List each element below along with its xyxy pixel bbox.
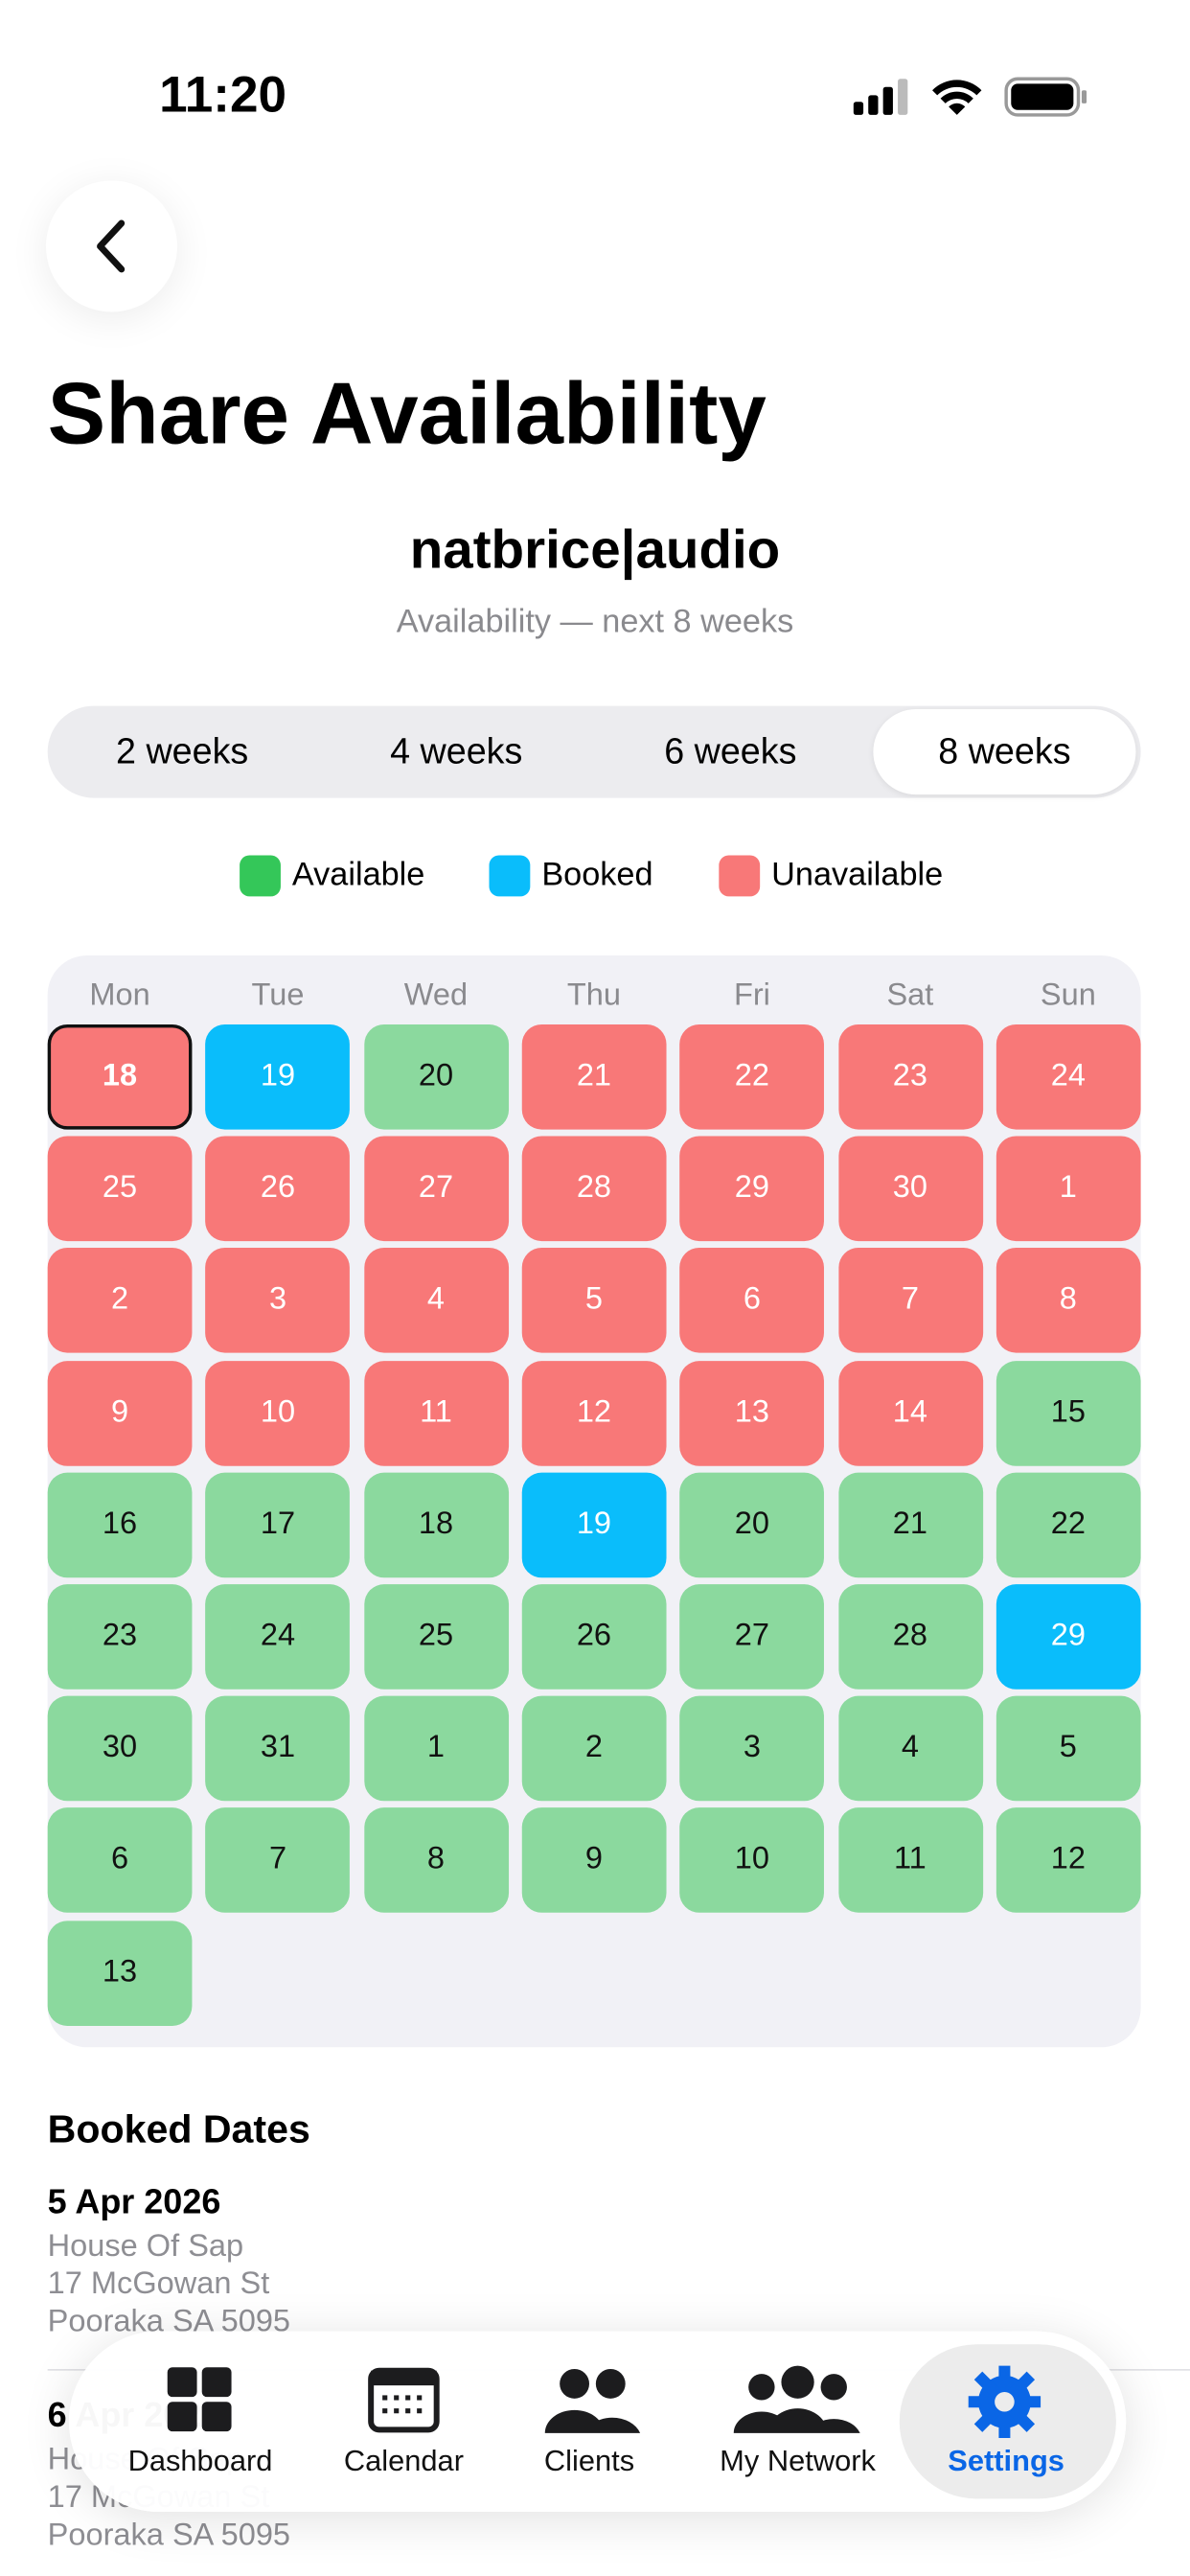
tab-icons (167, 2365, 1041, 2438)
weekday-label: Thu (566, 978, 622, 1013)
back-button[interactable] (45, 180, 178, 312)
tab-label[interactable]: Settings (948, 2444, 1064, 2478)
legend-label: Booked (541, 857, 653, 893)
day-cell[interactable]: 28 (521, 1136, 667, 1242)
booked-title: Booked Dates (47, 2107, 310, 2152)
weekday-label: Tue (251, 978, 305, 1013)
day-cell[interactable]: 28 (837, 1584, 983, 1690)
day-cell[interactable]: 19 (521, 1472, 667, 1577)
day-cell[interactable]: 2 (521, 1695, 667, 1802)
day-cell[interactable]: 3 (205, 1248, 351, 1354)
range-selector: 2 weeks 4 weeks 6 weeks 8 weeks (47, 705, 1141, 798)
day-cell[interactable]: 27 (363, 1136, 509, 1242)
booking-street: 17 McGowan St (47, 2266, 270, 2302)
day-cell[interactable]: 17 (205, 1472, 351, 1577)
day-cell[interactable]: 29 (995, 1584, 1141, 1690)
day-cell[interactable]: 19 (205, 1024, 351, 1130)
day-cell[interactable]: 8 (363, 1807, 509, 1914)
booking-date: 5 Apr 2026 (47, 2183, 221, 2221)
day-cell[interactable]: 23 (47, 1584, 193, 1690)
day-cell[interactable]: 7 (837, 1248, 983, 1354)
day-cell[interactable]: 13 (679, 1360, 825, 1466)
day-cell[interactable]: 22 (995, 1472, 1141, 1577)
legend-label: Available (291, 857, 425, 893)
calendar: Mon Tue Wed Thu Fri Sat Sun 18 19 20 21 22 23 24 25 26 2… (47, 955, 1141, 2048)
status-icons (853, 77, 1087, 117)
day-cell[interactable]: 20 (679, 1472, 825, 1577)
day-cell[interactable]: 15 (995, 1360, 1141, 1466)
day-cell[interactable]: 10 (205, 1360, 351, 1466)
day-cell[interactable]: 25 (363, 1584, 509, 1690)
day-cell[interactable]: 29 (679, 1136, 825, 1242)
booking-suburb: Pooraka SA 5095 (47, 2518, 291, 2553)
day-cell[interactable]: 26 (205, 1136, 351, 1242)
tab-label[interactable]: Calendar (343, 2444, 464, 2478)
day-cell[interactable]: 6 (679, 1248, 825, 1354)
day-cell[interactable]: 26 (521, 1584, 667, 1690)
legend: Available Booked Unavailable (0, 854, 1190, 900)
weekday-label: Sat (886, 978, 934, 1013)
subtitle: Availability — next 8 weeks (396, 604, 794, 641)
day-cell[interactable]: 4 (363, 1248, 509, 1354)
legend-swatch (719, 855, 761, 897)
day-cell[interactable]: 5 (521, 1248, 667, 1354)
day-cell[interactable]: 30 (47, 1695, 193, 1802)
range-option[interactable]: 2 weeks (116, 730, 249, 772)
legend-swatch (489, 855, 531, 897)
day-cell[interactable]: 21 (521, 1024, 667, 1130)
day-cell[interactable]: 10 (679, 1807, 825, 1914)
day-cell[interactable]: 1 (995, 1136, 1141, 1242)
booking-venue: House Of Sap (47, 2229, 244, 2265)
range-option[interactable]: 8 weeks (873, 709, 1136, 795)
day-cell[interactable]: 4 (837, 1695, 983, 1802)
day-cell[interactable]: 2 (47, 1248, 193, 1354)
day-cell[interactable]: 7 (205, 1807, 351, 1914)
legend-label: Unavailable (771, 857, 944, 893)
weekday-label: Mon (89, 978, 150, 1013)
day-cell[interactable]: 23 (837, 1024, 983, 1130)
page-title: Share Availability (47, 366, 767, 464)
day-cell[interactable]: 11 (363, 1360, 509, 1466)
status-time: 11:20 (159, 65, 287, 124)
day-cell[interactable]: 6 (47, 1807, 193, 1914)
weekday-label: Wed (403, 978, 469, 1013)
day-cell[interactable]: 31 (205, 1695, 351, 1802)
day-cell[interactable]: 18 (363, 1472, 509, 1577)
day-cell[interactable]: 20 (363, 1024, 509, 1130)
day-cell[interactable]: 11 (837, 1807, 983, 1914)
profile-name: natbrice|audio (409, 518, 781, 580)
range-option[interactable]: 4 weeks (390, 730, 523, 772)
tab-label[interactable]: Dashboard (127, 2444, 273, 2478)
day-cell[interactable]: 9 (47, 1360, 193, 1466)
day-cell[interactable]: 5 (995, 1695, 1141, 1802)
day-cell[interactable]: 3 (679, 1695, 825, 1802)
legend-swatch (240, 855, 281, 897)
day-cell[interactable]: 21 (837, 1472, 983, 1577)
weekday-label: Sun (1040, 978, 1096, 1013)
day-cell[interactable]: 25 (47, 1136, 193, 1242)
day-cell[interactable]: 8 (995, 1248, 1141, 1354)
day-cell[interactable]: 1 (363, 1695, 509, 1802)
day-cell[interactable]: 9 (521, 1807, 667, 1914)
day-cell[interactable]: 14 (837, 1360, 983, 1466)
weekday-label: Fri (733, 978, 770, 1013)
range-option[interactable]: 6 weeks (664, 730, 797, 772)
day-cell[interactable]: 27 (679, 1584, 825, 1690)
tab-label[interactable]: My Network (720, 2444, 876, 2478)
day-cell[interactable]: 16 (47, 1472, 193, 1577)
day-cell[interactable]: 30 (837, 1136, 983, 1242)
day-cell[interactable]: 12 (521, 1360, 667, 1466)
day-cell[interactable]: 13 (47, 1920, 193, 2026)
day-cell[interactable]: 12 (995, 1807, 1141, 1914)
day-cell[interactable]: 18 (47, 1024, 193, 1130)
day-cell[interactable]: 24 (205, 1584, 351, 1690)
day-cell[interactable]: 24 (995, 1024, 1141, 1130)
day-cell[interactable]: 22 (679, 1024, 825, 1130)
tab-label[interactable]: Clients (543, 2444, 635, 2478)
